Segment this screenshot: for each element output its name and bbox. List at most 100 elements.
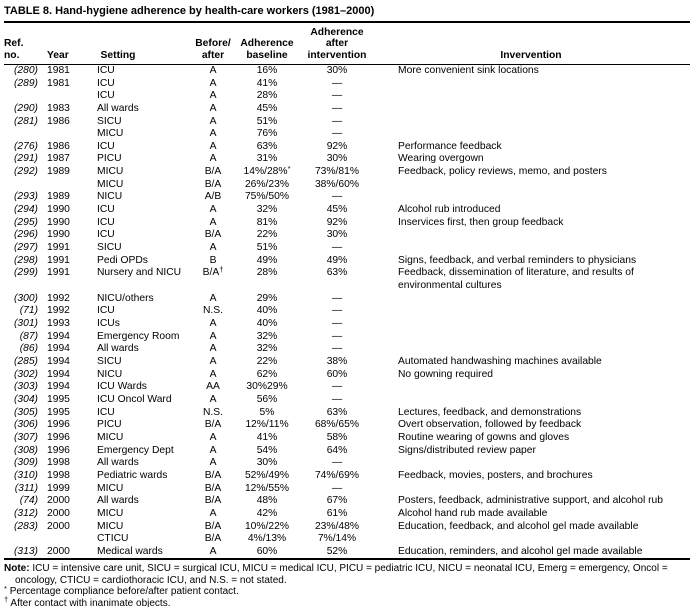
cell-year: 1992 <box>47 292 70 304</box>
cell-before-after: A <box>209 292 217 304</box>
cell-year: 1991 <box>47 254 70 266</box>
cell-before-after: B/A† <box>202 264 224 279</box>
cell-intervention <box>372 457 690 470</box>
cell-adherence-baseline: 41% <box>256 431 278 443</box>
col-header-setting: Setting <box>94 22 194 65</box>
cell-before-after: B/A <box>204 533 222 545</box>
cell-ref-no: (86) <box>19 343 38 355</box>
table-body: (280) 1981 ICU A 16% 30% More convenient sink … <box>4 64 690 559</box>
cell-adherence-after-intervention: 49% <box>326 254 348 266</box>
table-row: (298) 1991 Pedi OPDs B 49% 49% Signs, feedback… <box>4 255 690 268</box>
cell-adherence-after-intervention: — <box>331 77 343 89</box>
cell-ref-no: (293) <box>13 191 38 203</box>
col-header-adherence-baseline: Adherence baseline <box>232 22 302 65</box>
table-row: (301) 1993 ICUs A 40% — <box>4 318 690 331</box>
cell-setting: ICU <box>97 305 115 317</box>
cell-year: 1991 <box>47 267 70 279</box>
cell-setting: All wards <box>97 102 139 114</box>
table-row: (285) 1994 SICU A 22% 38% Automated handwashin… <box>4 356 690 369</box>
cell-adherence-baseline: 5% <box>259 406 275 418</box>
cell-before-after: A <box>209 343 217 355</box>
cell-year: 1990 <box>47 204 70 216</box>
cell-adherence-after-intervention: — <box>331 305 343 317</box>
cell-intervention <box>372 191 690 204</box>
table-row: (292) 1989 MICU B/A 14%/28%* 73%/81% Feedback,… <box>4 163 690 179</box>
cell-setting: PICU <box>97 419 122 431</box>
cell-ref-no: (298) <box>13 254 38 266</box>
table-title: TABLE 8. Hand-hygiene adherence by healt… <box>4 5 375 17</box>
cell-before-after: A <box>209 204 217 216</box>
cell-adherence-after-intervention: 23%/48% <box>314 520 360 532</box>
cell-adherence-after-intervention: — <box>331 102 343 114</box>
table-row: MICU B/A 26%/23% 38%/60% <box>4 179 690 192</box>
cell-setting: MICU <box>97 482 124 494</box>
cell-adherence-baseline: 22% <box>256 229 278 241</box>
cell-year: 2000 <box>47 495 70 507</box>
cell-intervention: Routine wearing of gowns and gloves <box>398 431 570 443</box>
cell-year: 1999 <box>47 482 70 494</box>
cell-adherence-baseline: 52%/49% <box>244 469 290 481</box>
cell-intervention <box>372 343 690 356</box>
cell-setting: ICU <box>97 229 115 241</box>
cell-intervention <box>372 305 690 318</box>
cell-year: 2000 <box>47 507 70 519</box>
cell-before-after: A <box>209 77 217 89</box>
cell-before-after: A <box>209 115 217 127</box>
table-row: (276) 1986 ICU A 63% 92% Performance feedback <box>4 141 690 154</box>
cell-before-after: A <box>209 242 217 254</box>
cell-setting: MICU <box>97 431 124 443</box>
cell-year: 1993 <box>47 318 70 330</box>
cell-year: 1996 <box>47 431 70 443</box>
cell-year: 1995 <box>47 406 70 418</box>
cell-year: 1981 <box>47 77 70 89</box>
cell-before-after: N.S. <box>202 305 224 317</box>
cell-adherence-after-intervention: 30% <box>326 153 348 165</box>
cell-setting: NICU <box>97 368 123 380</box>
cell-setting: ICU <box>97 64 115 76</box>
cell-intervention: Feedback, dissemination of literature, a… <box>398 267 634 292</box>
cell-year: 1992 <box>47 305 70 317</box>
table-row: (74) 2000 All wards B/A 48% 67% Posters, feedb… <box>4 495 690 508</box>
cell-setting: All wards <box>97 457 139 469</box>
cell-before-after: B <box>209 254 217 266</box>
cell-intervention: Automated handwashing machines available <box>398 355 602 367</box>
cell-year: 1994 <box>47 330 70 342</box>
table-row: (281) 1986 SICU A 51% — <box>4 116 690 129</box>
cell-year: 1986 <box>47 115 70 127</box>
cell-year: 1981 <box>47 64 70 76</box>
cell-year: 1994 <box>47 355 70 367</box>
cell-adherence-after-intervention: 67% <box>326 495 348 507</box>
cell-intervention: Lectures, feedback, and demonstrations <box>398 406 582 418</box>
table-row: (310) 1998 Pediatric wards B/A 52%/49% 74%/69… <box>4 470 690 483</box>
cell-setting: Nursery and NICU <box>97 267 182 279</box>
table-row: (289) 1981 ICU A 41% — <box>4 78 690 91</box>
cell-intervention: Education, feedback, and alcohol gel mad… <box>398 520 639 532</box>
cell-ref-no: (307) <box>13 431 38 443</box>
cell-year: 1991 <box>47 242 70 254</box>
cell-adherence-baseline: 28% <box>256 90 278 102</box>
cell-adherence-baseline: 4%/13% <box>247 533 287 545</box>
cell-setting: Emergency Dept <box>97 444 174 456</box>
cell-setting: SICU <box>97 242 122 254</box>
cell-intervention: Wearing overgown <box>398 153 484 165</box>
cell-intervention <box>372 116 690 129</box>
cell-intervention: Feedback, policy reviews, memo, and post… <box>398 166 607 178</box>
cell-adherence-baseline: 14%/28%* <box>243 163 291 178</box>
cell-setting: ICUs <box>97 318 120 330</box>
cell-before-after: A <box>209 216 217 228</box>
cell-adherence-baseline: 16% <box>256 64 278 76</box>
cell-ref-no <box>4 179 38 192</box>
cell-year: 1990 <box>47 229 70 241</box>
cell-adherence-baseline: 10%/22% <box>244 520 290 532</box>
cell-year <box>38 90 94 103</box>
cell-year: 1995 <box>47 393 70 405</box>
cell-intervention <box>372 179 690 192</box>
col-header-ref-no: Ref. no. <box>4 22 38 65</box>
cell-ref-no: (302) <box>13 368 38 380</box>
cell-ref-no <box>4 90 38 103</box>
cell-adherence-after-intervention: — <box>331 381 343 393</box>
cell-adherence-after-intervention: 52% <box>326 545 348 557</box>
cell-adherence-after-intervention: — <box>331 343 343 355</box>
cell-intervention <box>372 331 690 344</box>
cell-adherence-baseline: 54% <box>256 444 278 456</box>
